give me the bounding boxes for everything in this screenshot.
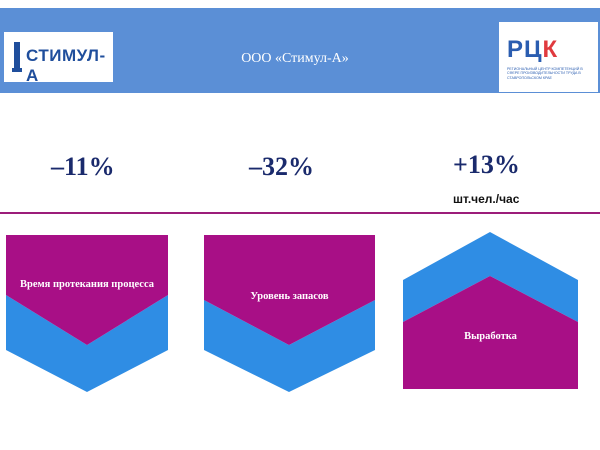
rck-logo: РЦК Региональный центр компетенций в сфе… (499, 22, 598, 92)
header-bar: СТИМУЛ-А ООО «Стимул-А» РЦК Региональный… (0, 8, 600, 93)
stimul-logo-mark-icon (12, 42, 22, 72)
rck-logo-letters-red: К (542, 36, 559, 63)
stimul-logo-text: СТИМУЛ-А (26, 46, 106, 85)
inventory-chevron (204, 235, 375, 392)
output-chevron (403, 232, 578, 389)
company-title: ООО «Стимул-А» (241, 51, 349, 66)
rck-logo-caption: Региональный центр компетенций в сфере п… (507, 67, 583, 80)
metric-output-unit: шт.чел./час (453, 192, 520, 206)
inventory-label: Уровень запасов (250, 291, 329, 302)
section-divider (0, 212, 600, 214)
stimul-logo: СТИМУЛ-А (4, 32, 113, 85)
rck-logo-letters: РЦК (507, 36, 558, 64)
process-time-label: Время протекания процесса (19, 279, 154, 290)
metric-inventory-value: –32% (249, 152, 314, 181)
output-label: Выработка (464, 331, 517, 342)
metric-output-value: +13% (453, 150, 520, 179)
process-time-chevron (6, 235, 168, 392)
metric-process-time-value: –11% (51, 152, 115, 181)
rck-logo-letters-blue: РЦ (507, 36, 543, 63)
